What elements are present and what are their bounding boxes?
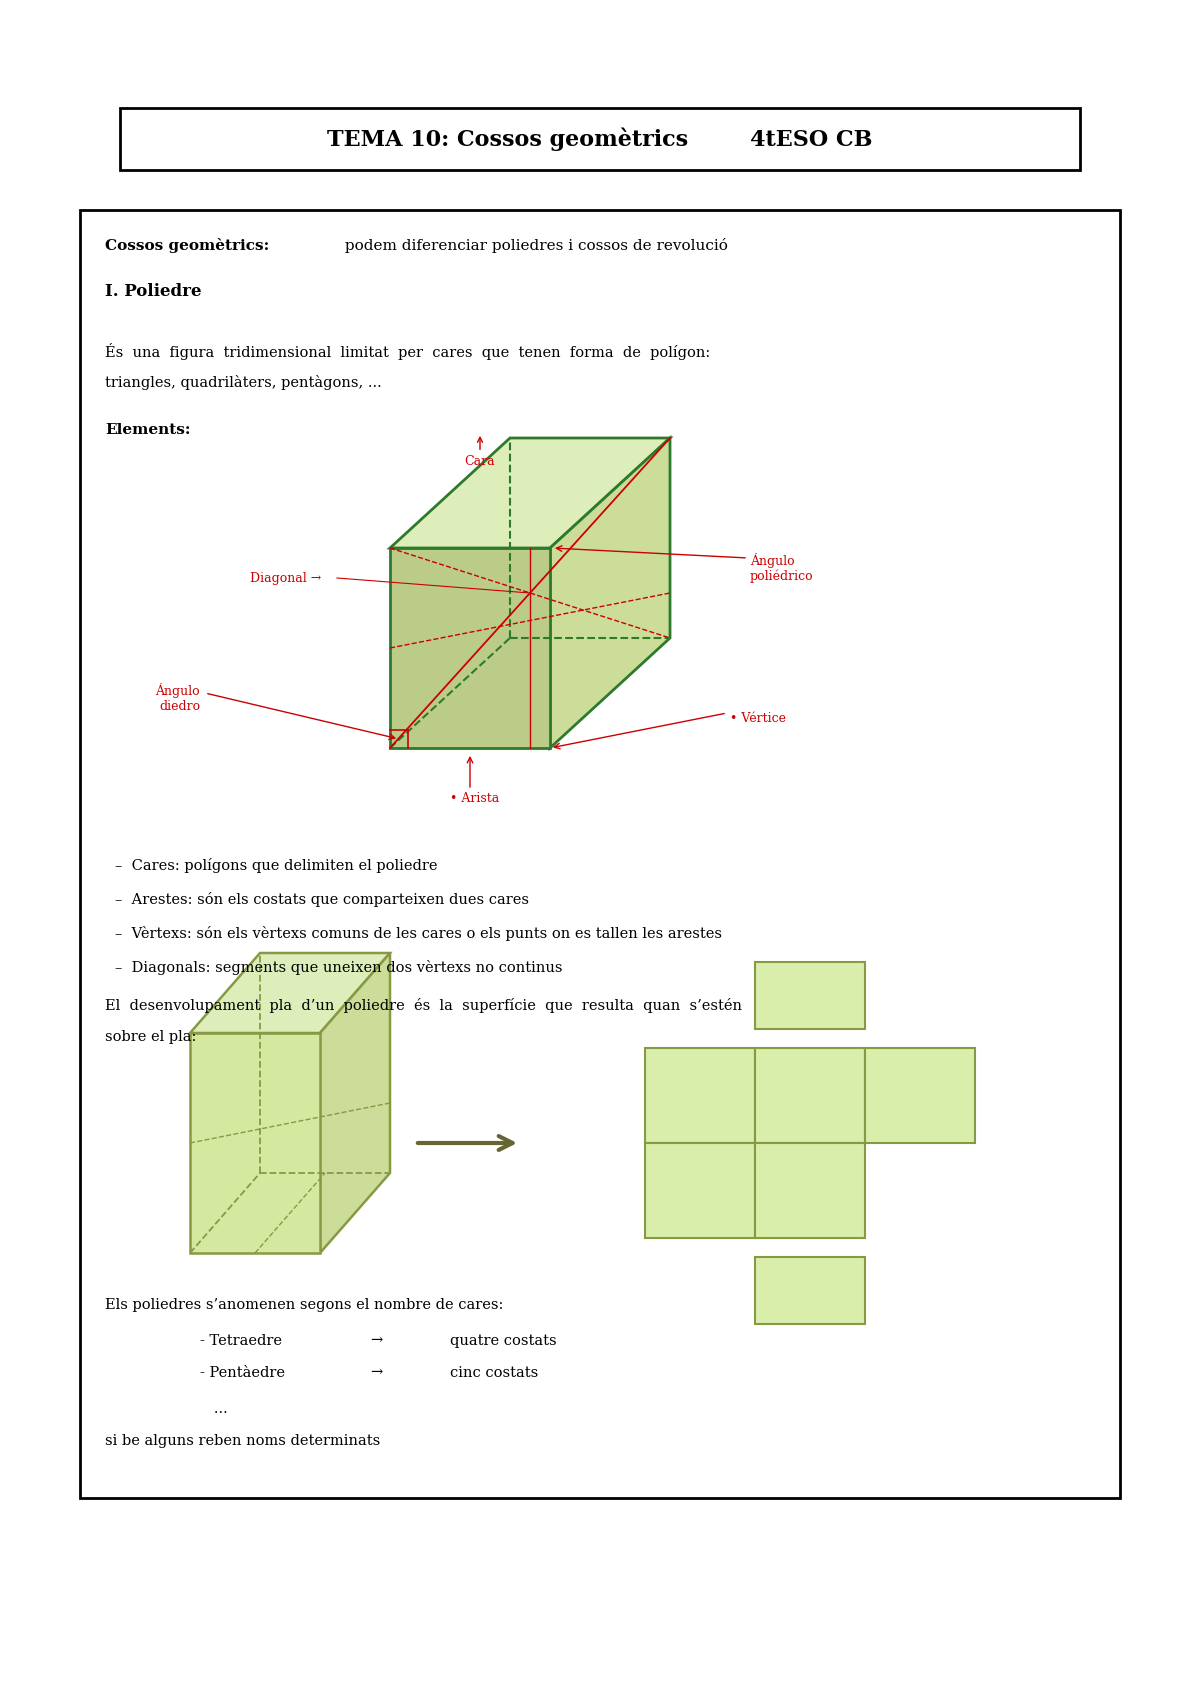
Text: Elements:: Elements: [106, 423, 191, 436]
Text: TEMA 10: Cossos geomètrics        4tESO CB: TEMA 10: Cossos geomètrics 4tESO CB [328, 127, 872, 151]
Bar [120, 109, 1080, 170]
Polygon shape [190, 953, 390, 1032]
Text: cinc costats: cinc costats [450, 1365, 539, 1380]
Bar [646, 1048, 755, 1143]
Text: ...: ... [200, 1403, 228, 1416]
Text: si be alguns reben noms determinats: si be alguns reben noms determinats [106, 1435, 380, 1448]
Polygon shape [390, 548, 550, 749]
Text: –  Diagonals: segments que uneixen dos vèrtexs no continus: – Diagonals: segments que uneixen dos vè… [115, 959, 563, 975]
Bar [755, 963, 865, 1029]
Text: –  Cares: polígons que delimiten el poliedre: – Cares: polígons que delimiten el polie… [115, 857, 438, 873]
Text: Cara: Cara [464, 438, 496, 469]
Polygon shape [390, 438, 670, 548]
Text: Ángulo
diedro: Ángulo diedro [155, 683, 200, 713]
Bar [646, 1143, 755, 1238]
Polygon shape [550, 438, 670, 749]
Polygon shape [320, 953, 390, 1253]
Bar [755, 1048, 865, 1143]
Text: –  Arestes: són els costats que comparteixen dues cares: – Arestes: són els costats que compartei… [115, 891, 529, 907]
Bar [80, 211, 1120, 1498]
Bar [865, 1048, 974, 1143]
Text: –  Vèrtexs: són els vèrtexs comuns de les cares o els punts on es tallen les are: – Vèrtexs: són els vèrtexs comuns de les… [115, 925, 722, 941]
Bar [755, 1143, 865, 1238]
Text: →: → [370, 1365, 383, 1380]
Text: • Arista: • Arista [450, 791, 499, 805]
Text: I. Poliedre: I. Poliedre [106, 284, 202, 301]
Text: Ángulo
poliédrico: Ángulo poliédrico [750, 554, 814, 584]
Text: triangles, quadrilàters, pentàgons, ...: triangles, quadrilàters, pentàgons, ... [106, 375, 382, 391]
Text: - Pentàedre: - Pentàedre [200, 1365, 286, 1380]
Text: quatre costats: quatre costats [450, 1335, 557, 1348]
Text: podem diferenciar poliedres i cossos de revolució: podem diferenciar poliedres i cossos de … [340, 238, 728, 253]
Text: El  desenvolupament  pla  d’un  poliedre  és  la  superfície  que  resulta  quan: El desenvolupament pla d’un poliedre és … [106, 998, 742, 1014]
Text: Cossos geomètrics:: Cossos geomètrics: [106, 238, 269, 253]
Text: • Vértice: • Vértice [730, 711, 786, 725]
Text: És  una  figura  tridimensional  limitat  per  cares  que  tenen  forma  de  pol: És una figura tridimensional limitat per… [106, 343, 710, 360]
Text: →: → [370, 1335, 383, 1348]
Text: Els poliedres s’anomenen segons el nombre de cares:: Els poliedres s’anomenen segons el nombr… [106, 1297, 503, 1313]
Text: sobre el pla:: sobre el pla: [106, 1031, 197, 1044]
Polygon shape [190, 1032, 320, 1253]
Text: - Tetraedre: - Tetraedre [200, 1335, 282, 1348]
Text: Diagonal →: Diagonal → [250, 572, 322, 584]
Bar [755, 1257, 865, 1324]
